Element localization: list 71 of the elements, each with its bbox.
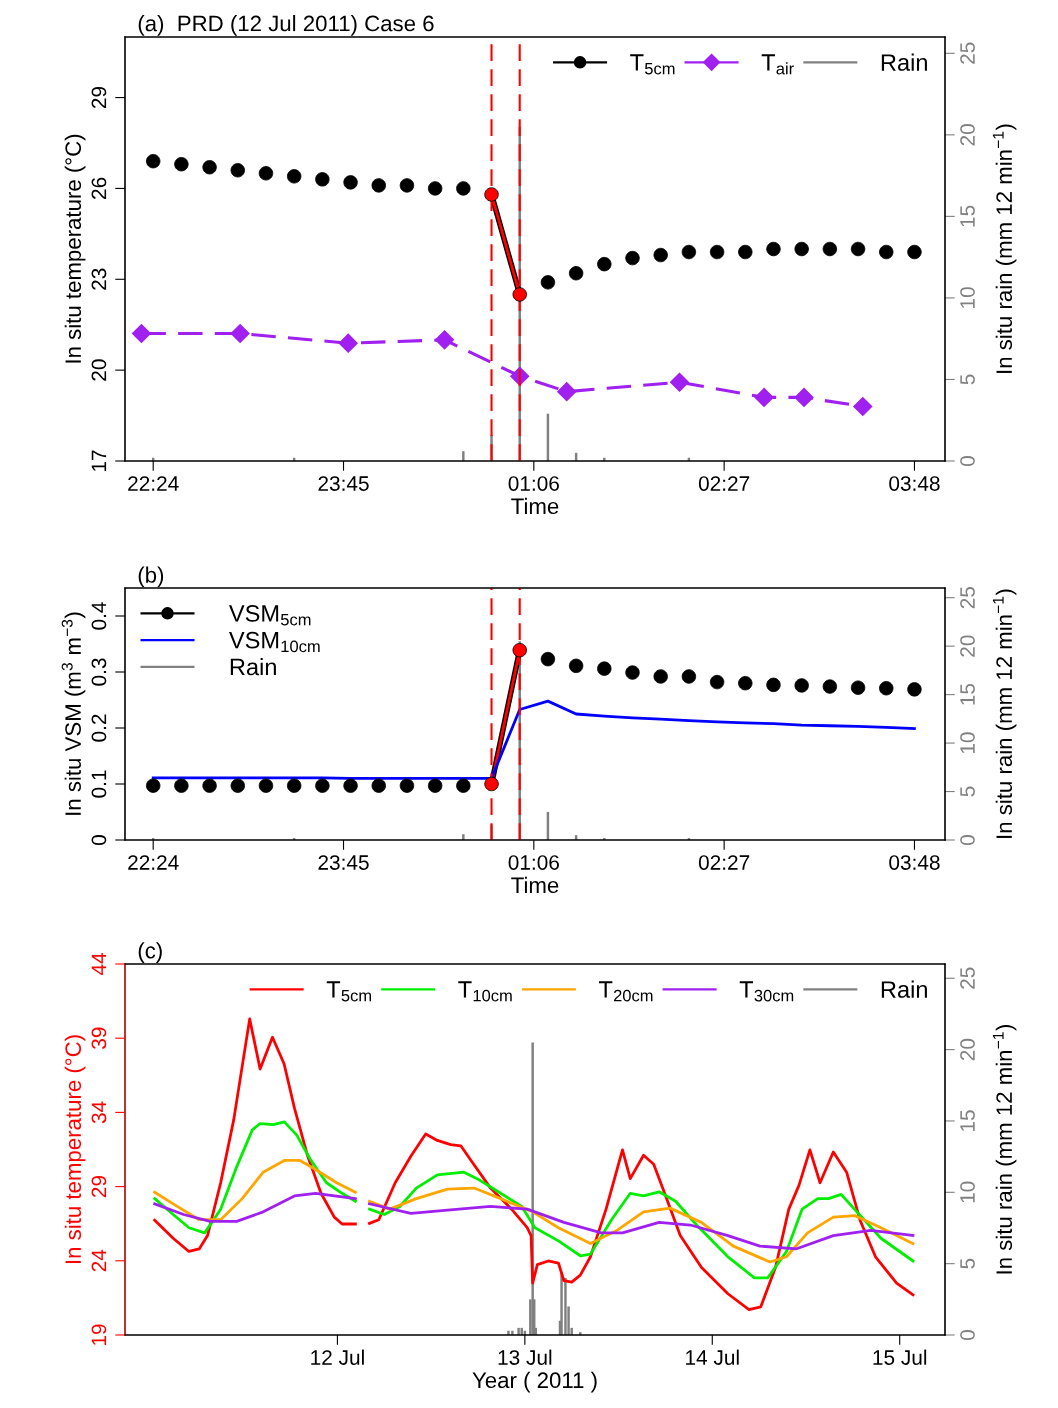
y-tick-label: 29 (91, 86, 107, 109)
y2-axis-title: In situ rain (mm 12 min$^{−1}$) (992, 589, 1017, 838)
y-tick-label: 0 (91, 835, 107, 845)
chart-title: (a) PRD (12 Jul 2011) Case 6 (138, 15, 434, 36)
legend-label: Rain (230, 657, 276, 676)
y2-tick-label: 25 (960, 586, 975, 609)
x-tick-label: 23:45 (318, 855, 369, 870)
x-tick-label: 22:24 (128, 855, 179, 870)
x-axis-title: Year ( 2011 ) (472, 1371, 597, 1393)
x-tick-label: 13 Jul (498, 1349, 552, 1365)
x-tick-label: 14 Jul (686, 1349, 739, 1365)
chart-title: (b) (138, 566, 164, 588)
legend-label: T$_{5cm}$ (326, 981, 372, 1002)
y2-tick-label: 15 (960, 205, 975, 227)
x-tick-label: 23:45 (318, 476, 369, 491)
y-tick-label: 24 (91, 1249, 107, 1272)
legend-label: T$_{air}$ (761, 54, 794, 75)
y-tick-label: 44 (91, 953, 107, 976)
y2-tick-label: 15 (960, 1110, 975, 1131)
x-tick-label: 03:48 (889, 476, 940, 491)
y2-tick-label: 25 (960, 967, 975, 989)
x-tick-label: 22:24 (128, 476, 179, 491)
y-tick-label: 20 (91, 359, 107, 381)
y2-tick-label: 15 (960, 683, 975, 705)
legend-label: T$_{10cm}$ (458, 981, 512, 1002)
y-tick-label: 34 (91, 1101, 107, 1124)
legend-label: T$_{5cm}$ (630, 54, 675, 75)
legend-label: VSM$_{10cm}$ (228, 631, 320, 653)
y-tick-label: 0.1 (91, 770, 107, 798)
y-axis-title: In situ temperature (°C) (64, 134, 86, 363)
y2-axis-title: In situ rain (mm 12 min$^{−1}$) (992, 124, 1017, 373)
x-axis-title: Time (511, 876, 559, 894)
y-tick-label: 0.4 (91, 602, 107, 630)
y2-tick-label: 0 (960, 1330, 975, 1340)
legend-label: T$_{20cm}$ (599, 981, 653, 1002)
x-tick-label: 02:27 (698, 855, 750, 870)
y-tick-label: 0.3 (91, 658, 107, 686)
y-tick-label: 0.2 (91, 714, 107, 742)
y2-tick-label: 0 (960, 835, 975, 845)
y-tick-label: 17 (91, 450, 107, 471)
x-tick-label: 01:06 (508, 855, 559, 870)
legend-label: Rain (881, 980, 927, 998)
y2-tick-label: 10 (960, 1181, 975, 1203)
y-axis-title: In situ VSM (m$^{3}$ m$^{−3}$) (61, 612, 86, 815)
y2-tick-label: 10 (960, 732, 975, 754)
y2-tick-label: 20 (960, 124, 975, 146)
y2-tick-label: 10 (960, 287, 975, 308)
y-tick-label: 26 (91, 177, 107, 199)
x-tick-label: 15 Jul (873, 1349, 927, 1365)
y2-tick-label: 0 (960, 456, 975, 466)
y2-tick-label: 5 (960, 1258, 975, 1269)
y-tick-label: 23 (91, 268, 107, 290)
x-axis-title: Time (511, 497, 559, 515)
y-tick-label: 29 (91, 1176, 107, 1198)
chart-title: (c) (138, 942, 162, 963)
x-tick-label: 12 Jul (311, 1349, 364, 1365)
y-axis-title: In situ temperature (°C) (64, 1035, 86, 1264)
x-tick-label: 01:06 (508, 476, 559, 491)
y2-tick-label: 5 (960, 374, 975, 385)
y-tick-label: 39 (91, 1027, 107, 1049)
y2-tick-label: 5 (960, 786, 975, 797)
x-tick-label: 02:27 (698, 476, 750, 491)
y2-axis-title: In situ rain (mm 12 min$^{−1}$) (992, 1024, 1017, 1274)
y2-tick-label: 20 (960, 635, 975, 657)
y-tick-label: 19 (91, 1324, 107, 1345)
x-tick-label: 03:48 (889, 855, 940, 870)
y2-tick-label: 20 (960, 1038, 975, 1061)
legend-label: T$_{30cm}$ (739, 981, 794, 1002)
legend-label: VSM$_{5cm}$ (228, 605, 311, 626)
y2-tick-label: 25 (960, 42, 975, 64)
legend-label: Rain (881, 53, 927, 71)
